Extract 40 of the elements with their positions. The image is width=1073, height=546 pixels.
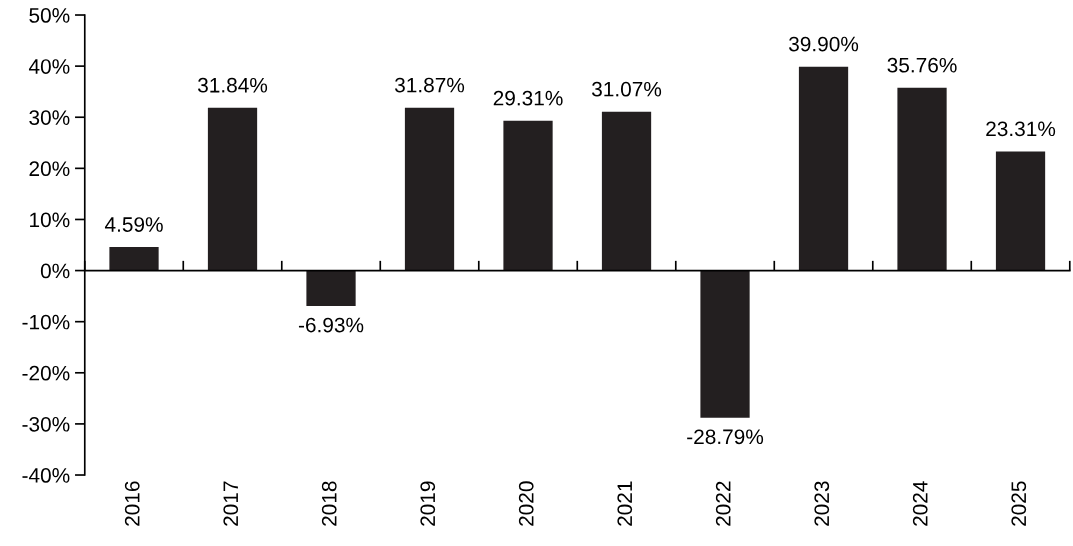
bar [109,247,159,271]
data-label: 31.87% [394,77,465,93]
data-label: 31.07% [591,81,662,97]
y-tick-label: -20% [22,365,70,381]
y-tick-label: -30% [22,416,70,432]
bar [601,111,652,271]
data-label: 23.31% [986,121,1056,137]
data-label: 31.84% [197,77,268,93]
y-tick-label: 30% [29,110,70,125]
x-tick-label: 2025 [1011,481,1027,526]
x-tick-label: 2021 [617,481,633,526]
y-tick-label: 40% [28,59,70,74]
bar [995,151,1046,271]
y-tick-label: 50% [29,8,70,23]
y-tick-label: -40% [22,468,70,483]
bar [306,270,356,306]
x-tick-label: 2020 [518,481,534,526]
x-tick-label: 2017 [223,481,239,526]
bar [404,107,455,271]
bar [207,107,258,271]
data-label: -28.79% [687,429,764,445]
x-tick-label: 2016 [124,481,140,526]
x-tick-label: 2022 [715,481,731,526]
x-tick-label: 2018 [321,481,337,526]
data-label: 4.59% [104,217,163,232]
data-label: 35.76% [887,57,957,73]
x-tick-label: 2023 [814,481,830,526]
bar [700,270,750,418]
x-tick-label: 2019 [420,481,436,526]
y-tick-label: 20% [29,161,70,177]
y-tick-label: -10% [22,314,70,330]
bar [503,120,553,271]
data-label: -6.93% [298,317,364,333]
bar [798,66,849,271]
data-label: 39.90% [788,36,859,52]
y-tick-label: 0% [40,263,70,279]
x-tick-label: 2024 [912,481,928,526]
data-label: 29.31% [493,90,563,106]
bar [897,87,947,271]
y-tick-label: 10% [30,212,70,228]
